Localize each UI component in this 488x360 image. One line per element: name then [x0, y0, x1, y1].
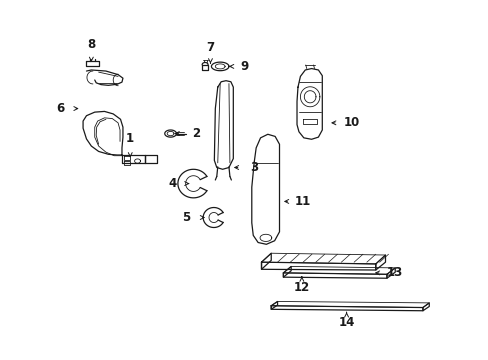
Text: 6: 6	[57, 102, 65, 115]
Text: 9: 9	[240, 60, 248, 73]
Text: 2: 2	[191, 127, 200, 140]
Text: 4: 4	[168, 177, 176, 190]
Text: 1: 1	[126, 132, 134, 145]
Text: 11: 11	[294, 195, 310, 208]
Text: 14: 14	[338, 316, 354, 329]
Text: 8: 8	[87, 39, 95, 51]
Text: 3: 3	[250, 161, 258, 174]
Text: 10: 10	[343, 116, 359, 129]
Text: 5: 5	[182, 211, 190, 224]
Text: 12: 12	[293, 282, 309, 294]
Text: 7: 7	[206, 41, 214, 54]
Text: 13: 13	[386, 266, 403, 279]
